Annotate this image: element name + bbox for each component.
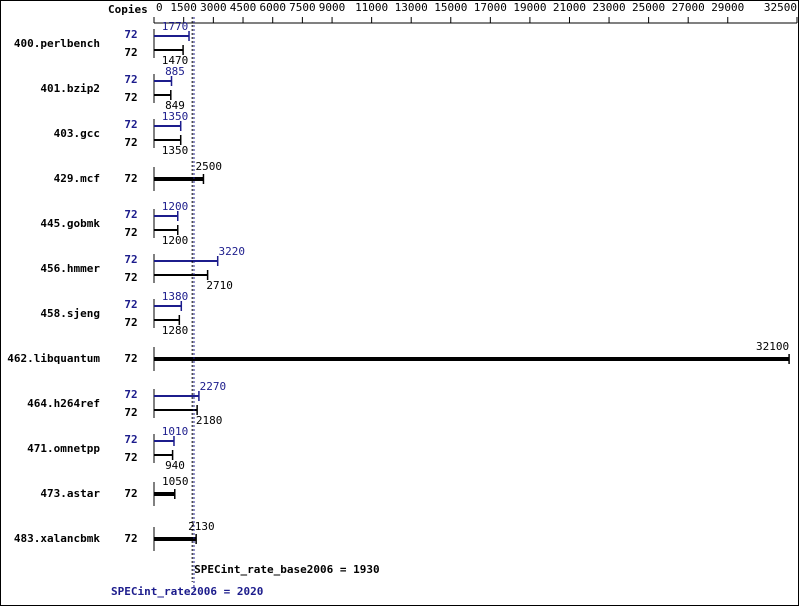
copies: 72	[124, 487, 137, 500]
bar	[154, 319, 180, 321]
value-label: 885	[165, 65, 185, 78]
x-tick-label: 6000	[259, 1, 286, 14]
copies: 72	[124, 226, 137, 239]
copies: 72	[124, 28, 137, 41]
value-label: 32100	[756, 340, 789, 353]
x-tick-label: 13000	[395, 1, 428, 14]
x-tick-label: 1500	[170, 1, 197, 14]
category-label: 456.hmmer	[40, 262, 100, 275]
bar	[154, 260, 218, 262]
copies: 72	[124, 406, 137, 419]
copies: 72	[124, 91, 137, 104]
copies: 72	[124, 172, 137, 185]
bar	[154, 215, 178, 217]
x-tick-label: 11000	[355, 1, 388, 14]
x-tick-label: 19000	[513, 1, 546, 14]
value-label: 1280	[162, 324, 189, 337]
bar	[154, 177, 204, 181]
value-label: 1380	[162, 290, 189, 303]
copies: 72	[124, 136, 137, 149]
bar	[154, 395, 199, 397]
value-label: 940	[165, 459, 185, 472]
category-label: 462.libquantum	[7, 352, 100, 365]
copies-header: Copies	[108, 3, 148, 16]
category-label: 401.bzip2	[40, 82, 100, 95]
category-label: 445.gobmk	[40, 217, 100, 230]
bar	[154, 454, 173, 456]
value-label: 1010	[162, 425, 189, 438]
x-tick-label: 25000	[632, 1, 665, 14]
copies: 72	[124, 532, 137, 545]
x-tick-label: 29000	[711, 1, 744, 14]
value-label: 2270	[200, 380, 227, 393]
category-label: 483.xalancbmk	[14, 532, 100, 545]
x-tick-label: 0	[156, 1, 163, 14]
value-label: 1350	[162, 110, 189, 123]
legend-entry: SPECint_rate_base2006 = 1930	[194, 563, 379, 576]
value-label: 2500	[195, 160, 222, 173]
bar	[154, 94, 171, 96]
copies: 72	[124, 451, 137, 464]
value-label: 2130	[188, 520, 215, 533]
x-tick-label: 4500	[230, 1, 257, 14]
copies: 72	[124, 253, 137, 266]
bar	[154, 35, 190, 37]
copies: 72	[124, 271, 137, 284]
x-tick-label: 21000	[553, 1, 586, 14]
value-label: 849	[165, 99, 185, 112]
x-tick-label: 9000	[319, 1, 346, 14]
value-label: 1200	[162, 200, 189, 213]
x-tick-label: 15000	[434, 1, 467, 14]
category-label: 464.h264ref	[27, 397, 100, 410]
value-label: 1200	[162, 234, 189, 247]
category-label: 458.sjeng	[40, 307, 100, 320]
bar	[154, 80, 172, 82]
value-label: 1770	[162, 20, 189, 33]
copies: 72	[124, 433, 137, 446]
value-label: 1470	[162, 54, 189, 67]
category-label: 471.omnetpp	[27, 442, 100, 455]
x-tick-label: 3000	[200, 1, 227, 14]
x-tick-label: 17000	[474, 1, 507, 14]
x-tick-label: 27000	[672, 1, 705, 14]
value-label: 1350	[162, 144, 189, 157]
value-label: 2180	[196, 414, 223, 427]
x-tick-label: 32500	[764, 1, 797, 14]
bar	[154, 440, 174, 442]
bar	[154, 409, 198, 411]
category-label: 403.gcc	[54, 127, 100, 140]
category-label: 473.astar	[40, 487, 100, 500]
bar	[154, 537, 197, 541]
x-tick-label: 23000	[592, 1, 625, 14]
copies: 72	[124, 46, 137, 59]
value-label: 1050	[162, 475, 189, 488]
value-label: 3220	[218, 245, 245, 258]
x-tick-label: 7500	[289, 1, 316, 14]
bar	[154, 492, 175, 496]
value-label: 2710	[206, 279, 233, 292]
bar	[154, 305, 182, 307]
copies: 72	[124, 352, 137, 365]
copies: 72	[124, 73, 137, 86]
legend-entry: SPECint_rate2006 = 2020	[111, 585, 263, 598]
category-label: 400.perlbench	[14, 37, 100, 50]
category-label: 429.mcf	[54, 172, 100, 185]
copies: 72	[124, 388, 137, 401]
bar	[154, 49, 184, 51]
copies: 72	[124, 316, 137, 329]
bar	[154, 274, 208, 276]
bar	[154, 139, 181, 141]
copies: 72	[124, 208, 137, 221]
bar	[154, 357, 790, 361]
bar	[154, 229, 178, 231]
copies: 72	[124, 298, 137, 311]
copies: 72	[124, 118, 137, 131]
bar	[154, 125, 181, 127]
